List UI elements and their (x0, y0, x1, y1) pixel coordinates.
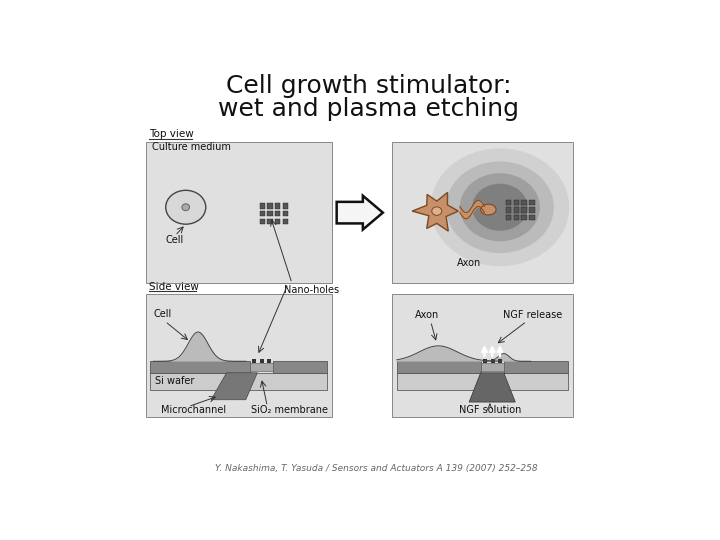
Bar (150, 373, 328, 390)
Bar (529, 200, 534, 205)
Bar (514, 200, 519, 205)
Text: Si wafer: Si wafer (155, 376, 194, 386)
Bar (529, 215, 534, 220)
Text: Axon: Axon (415, 310, 439, 320)
Bar (260, 359, 264, 363)
Bar (283, 211, 288, 217)
Ellipse shape (432, 207, 442, 215)
Text: Y. Nakashima, T. Yasuda / Sensors and Actuators A 139 (2007) 252–258: Y. Nakashima, T. Yasuda / Sensors and Ac… (215, 464, 538, 473)
Text: Nano-holes: Nano-holes (284, 285, 339, 295)
Bar (514, 207, 519, 213)
Bar (283, 219, 288, 224)
Bar (521, 207, 527, 213)
Ellipse shape (460, 173, 540, 241)
Bar (250, 363, 273, 372)
Polygon shape (211, 373, 257, 400)
Bar (529, 207, 534, 213)
Bar (483, 359, 487, 363)
Polygon shape (337, 195, 383, 230)
Polygon shape (412, 192, 459, 231)
Bar (283, 204, 288, 209)
Ellipse shape (182, 204, 189, 211)
Bar (521, 200, 527, 205)
Bar (392, 294, 573, 417)
Text: Cell growth stimulator:: Cell growth stimulator: (226, 75, 512, 98)
Bar (267, 359, 271, 363)
Bar (275, 219, 281, 224)
Bar (145, 142, 332, 283)
Ellipse shape (166, 190, 206, 224)
Bar (150, 361, 250, 373)
Bar (397, 373, 568, 390)
Polygon shape (469, 373, 516, 402)
Text: Microchannel: Microchannel (161, 405, 226, 415)
Bar (397, 361, 481, 373)
Text: Side view: Side view (149, 281, 199, 292)
Bar (506, 215, 511, 220)
Bar (267, 211, 273, 217)
Text: Top view: Top view (149, 129, 194, 139)
Bar (506, 207, 511, 213)
Bar (252, 359, 256, 363)
Bar (514, 215, 519, 220)
Bar (267, 204, 273, 209)
Ellipse shape (481, 204, 496, 215)
Bar (260, 204, 265, 209)
Text: Cell: Cell (153, 308, 171, 319)
Bar (504, 361, 568, 373)
Bar (506, 200, 511, 205)
Bar (275, 211, 281, 217)
Bar (498, 359, 503, 363)
Bar (273, 361, 328, 373)
Bar (490, 359, 495, 363)
Text: SiO₂ membrane: SiO₂ membrane (251, 405, 328, 415)
Ellipse shape (472, 184, 528, 231)
Bar (521, 215, 527, 220)
Text: Axon: Axon (457, 259, 481, 268)
Bar (267, 219, 273, 224)
Bar (260, 211, 265, 217)
Ellipse shape (446, 161, 554, 253)
Bar (260, 219, 265, 224)
Text: NGF release: NGF release (503, 310, 562, 320)
Text: NGF solution: NGF solution (459, 405, 522, 415)
Text: Culture medium: Culture medium (152, 142, 230, 152)
Bar (481, 363, 504, 372)
Bar (145, 294, 332, 417)
Bar (392, 142, 573, 283)
Text: wet and plasma etching: wet and plasma etching (218, 97, 520, 122)
Ellipse shape (431, 148, 570, 266)
Bar (275, 204, 281, 209)
Text: Cell: Cell (166, 235, 184, 245)
